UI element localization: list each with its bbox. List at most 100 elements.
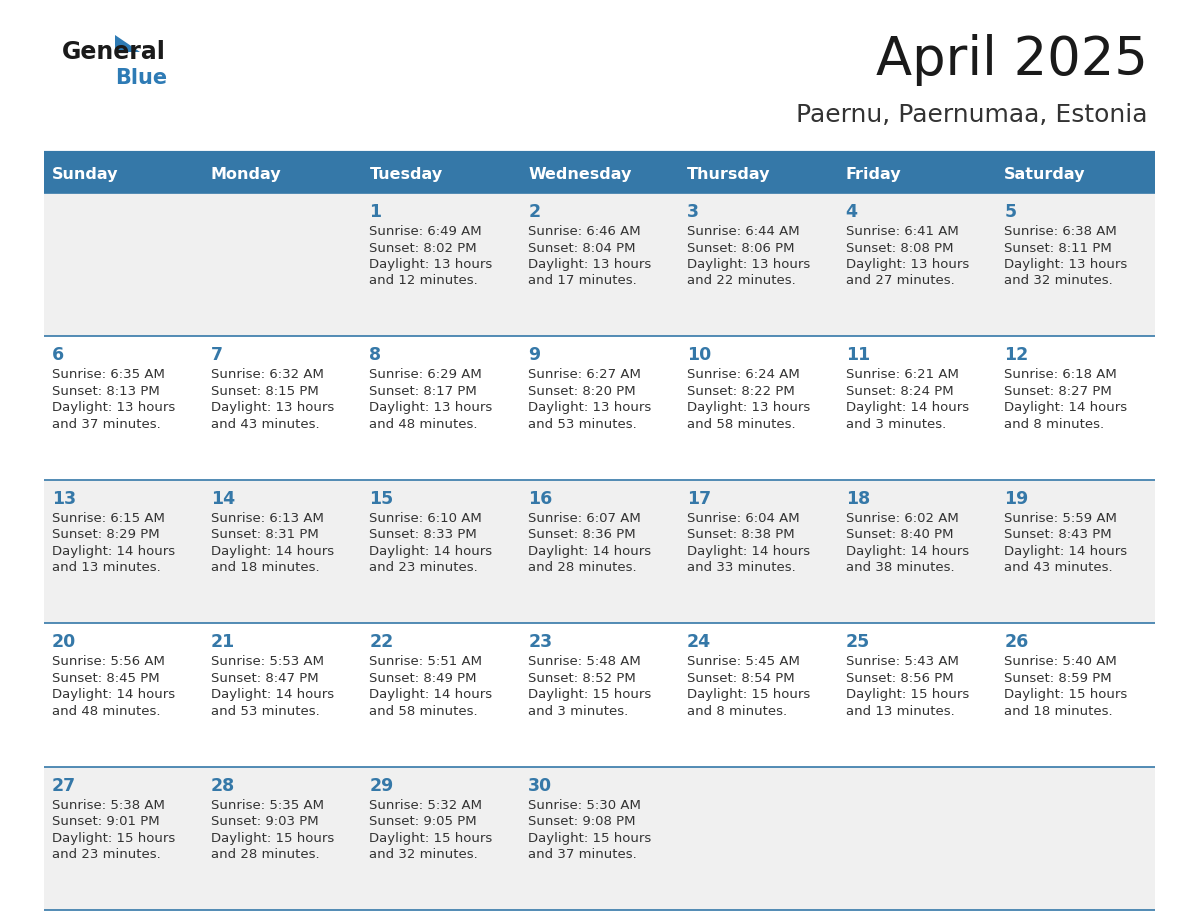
Text: Sunset: 9:05 PM: Sunset: 9:05 PM — [369, 815, 478, 828]
Text: and 13 minutes.: and 13 minutes. — [846, 705, 954, 718]
Text: Sunset: 8:47 PM: Sunset: 8:47 PM — [210, 672, 318, 685]
Text: 12: 12 — [1004, 346, 1029, 364]
Text: Daylight: 14 hours: Daylight: 14 hours — [210, 688, 334, 701]
Text: Sunset: 9:03 PM: Sunset: 9:03 PM — [210, 815, 318, 828]
Text: Sunrise: 6:46 AM: Sunrise: 6:46 AM — [529, 225, 640, 238]
Text: 5: 5 — [1004, 203, 1017, 221]
Text: and 58 minutes.: and 58 minutes. — [369, 705, 478, 718]
Text: Daylight: 14 hours: Daylight: 14 hours — [529, 544, 651, 558]
Text: 1: 1 — [369, 203, 381, 221]
Text: Sunset: 8:22 PM: Sunset: 8:22 PM — [687, 385, 795, 397]
Text: Sunset: 8:43 PM: Sunset: 8:43 PM — [1004, 528, 1112, 542]
Text: Sunset: 8:11 PM: Sunset: 8:11 PM — [1004, 241, 1112, 254]
Text: Sunrise: 6:38 AM: Sunrise: 6:38 AM — [1004, 225, 1117, 238]
Text: Daylight: 15 hours: Daylight: 15 hours — [687, 688, 810, 701]
Text: and 8 minutes.: and 8 minutes. — [1004, 418, 1105, 431]
Text: Sunrise: 5:56 AM: Sunrise: 5:56 AM — [52, 655, 165, 668]
Text: and 23 minutes.: and 23 minutes. — [369, 561, 479, 575]
Text: Sunrise: 6:24 AM: Sunrise: 6:24 AM — [687, 368, 800, 381]
Bar — [44, 480, 1155, 623]
Text: Sunrise: 6:27 AM: Sunrise: 6:27 AM — [529, 368, 642, 381]
Text: and 13 minutes.: and 13 minutes. — [52, 561, 160, 575]
Text: 24: 24 — [687, 633, 710, 651]
Text: Sunset: 8:56 PM: Sunset: 8:56 PM — [846, 672, 953, 685]
Text: and 53 minutes.: and 53 minutes. — [210, 705, 320, 718]
Text: Sunset: 8:52 PM: Sunset: 8:52 PM — [529, 672, 636, 685]
Text: Friday: Friday — [846, 166, 902, 182]
Text: Sunrise: 5:30 AM: Sunrise: 5:30 AM — [529, 799, 642, 812]
Text: Daylight: 14 hours: Daylight: 14 hours — [52, 688, 175, 701]
Text: Daylight: 13 hours: Daylight: 13 hours — [687, 401, 810, 414]
Text: 4: 4 — [846, 203, 858, 221]
Text: and 48 minutes.: and 48 minutes. — [52, 705, 160, 718]
Text: Sunset: 8:27 PM: Sunset: 8:27 PM — [1004, 385, 1112, 397]
Text: Sunset: 8:04 PM: Sunset: 8:04 PM — [529, 241, 636, 254]
Text: Daylight: 14 hours: Daylight: 14 hours — [687, 544, 810, 558]
Text: Daylight: 13 hours: Daylight: 13 hours — [1004, 258, 1127, 271]
Text: Sunset: 8:33 PM: Sunset: 8:33 PM — [369, 528, 478, 542]
Text: 28: 28 — [210, 777, 235, 795]
Text: Daylight: 15 hours: Daylight: 15 hours — [369, 832, 493, 845]
Text: 7: 7 — [210, 346, 222, 364]
Text: Sunset: 8:49 PM: Sunset: 8:49 PM — [369, 672, 476, 685]
Text: and 53 minutes.: and 53 minutes. — [529, 418, 637, 431]
Text: Sunset: 8:06 PM: Sunset: 8:06 PM — [687, 241, 795, 254]
Text: and 28 minutes.: and 28 minutes. — [210, 848, 320, 861]
Text: Sunrise: 5:40 AM: Sunrise: 5:40 AM — [1004, 655, 1117, 668]
Text: Sunrise: 5:32 AM: Sunrise: 5:32 AM — [369, 799, 482, 812]
Text: 20: 20 — [52, 633, 76, 651]
Text: 30: 30 — [529, 777, 552, 795]
Text: Saturday: Saturday — [1004, 166, 1086, 182]
Text: Sunrise: 5:48 AM: Sunrise: 5:48 AM — [529, 655, 640, 668]
Text: and 18 minutes.: and 18 minutes. — [210, 561, 320, 575]
Text: 11: 11 — [846, 346, 870, 364]
Text: 16: 16 — [529, 490, 552, 508]
Text: 29: 29 — [369, 777, 393, 795]
Text: Sunset: 8:24 PM: Sunset: 8:24 PM — [846, 385, 953, 397]
Text: Sunrise: 5:59 AM: Sunrise: 5:59 AM — [1004, 512, 1117, 525]
Polygon shape — [115, 35, 140, 52]
Text: April 2025: April 2025 — [876, 34, 1148, 86]
Text: and 3 minutes.: and 3 minutes. — [529, 705, 628, 718]
Text: and 48 minutes.: and 48 minutes. — [369, 418, 478, 431]
Text: Sunrise: 5:53 AM: Sunrise: 5:53 AM — [210, 655, 323, 668]
Text: Sunrise: 5:38 AM: Sunrise: 5:38 AM — [52, 799, 165, 812]
Text: Daylight: 15 hours: Daylight: 15 hours — [52, 832, 176, 845]
Bar — [520, 155, 678, 193]
Text: 8: 8 — [369, 346, 381, 364]
Text: Daylight: 13 hours: Daylight: 13 hours — [369, 258, 493, 271]
Text: Sunset: 8:02 PM: Sunset: 8:02 PM — [369, 241, 478, 254]
Text: and 17 minutes.: and 17 minutes. — [529, 274, 637, 287]
Text: and 27 minutes.: and 27 minutes. — [846, 274, 954, 287]
Text: Sunrise: 6:32 AM: Sunrise: 6:32 AM — [210, 368, 323, 381]
Text: Daylight: 13 hours: Daylight: 13 hours — [210, 401, 334, 414]
Text: and 3 minutes.: and 3 minutes. — [846, 418, 946, 431]
Text: Daylight: 15 hours: Daylight: 15 hours — [529, 688, 651, 701]
Text: and 32 minutes.: and 32 minutes. — [1004, 274, 1113, 287]
Text: Daylight: 14 hours: Daylight: 14 hours — [1004, 544, 1127, 558]
Bar — [44, 193, 1155, 336]
Text: Daylight: 14 hours: Daylight: 14 hours — [369, 688, 493, 701]
Text: Sunset: 8:13 PM: Sunset: 8:13 PM — [52, 385, 159, 397]
Text: 22: 22 — [369, 633, 393, 651]
Text: Daylight: 13 hours: Daylight: 13 hours — [52, 401, 176, 414]
Text: Daylight: 15 hours: Daylight: 15 hours — [846, 688, 969, 701]
Text: Sunset: 8:45 PM: Sunset: 8:45 PM — [52, 672, 159, 685]
Text: Sunrise: 6:35 AM: Sunrise: 6:35 AM — [52, 368, 165, 381]
Text: 14: 14 — [210, 490, 235, 508]
Text: Sunrise: 6:29 AM: Sunrise: 6:29 AM — [369, 368, 482, 381]
Text: Sunset: 8:08 PM: Sunset: 8:08 PM — [846, 241, 953, 254]
Text: Sunset: 9:01 PM: Sunset: 9:01 PM — [52, 815, 159, 828]
Text: Sunset: 8:54 PM: Sunset: 8:54 PM — [687, 672, 795, 685]
Text: 15: 15 — [369, 490, 393, 508]
Text: Daylight: 13 hours: Daylight: 13 hours — [529, 401, 651, 414]
Text: 27: 27 — [52, 777, 76, 795]
Text: 9: 9 — [529, 346, 541, 364]
Text: Paernu, Paernumaa, Estonia: Paernu, Paernumaa, Estonia — [796, 103, 1148, 127]
Text: Daylight: 15 hours: Daylight: 15 hours — [210, 832, 334, 845]
Text: and 32 minutes.: and 32 minutes. — [369, 848, 479, 861]
Text: and 43 minutes.: and 43 minutes. — [1004, 561, 1113, 575]
Text: and 28 minutes.: and 28 minutes. — [529, 561, 637, 575]
Text: Monday: Monday — [210, 166, 282, 182]
Bar — [997, 155, 1155, 193]
